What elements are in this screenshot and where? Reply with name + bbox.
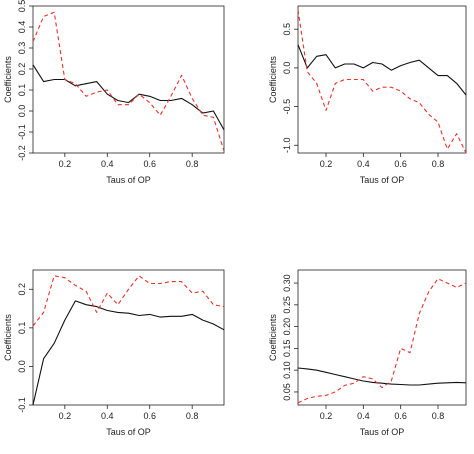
- x-axis-label: Taus of OP: [106, 175, 151, 185]
- x-tick-label: 0.4: [101, 159, 114, 169]
- y-axis-label: Coefficients: [268, 314, 278, 361]
- series-line-red-dashed: [32, 11, 225, 152]
- y-tick-label: 0.3: [17, 42, 27, 55]
- y-tick-label: -0.1: [17, 124, 27, 140]
- x-tick-label: 0.6: [143, 159, 156, 169]
- x-tick-label: 0.8: [186, 411, 199, 421]
- y-tick-label: -0.2: [17, 145, 27, 161]
- y-axis-label: Coefficients: [3, 314, 13, 361]
- y-tick-label: 0.2: [17, 283, 27, 296]
- plot-frame: [297, 269, 467, 406]
- y-tick-label: 0.0: [17, 105, 27, 118]
- y-tick-label: 0.30: [282, 274, 292, 292]
- x-tick-label: 0.6: [143, 411, 156, 421]
- x-tick-label: 0.4: [357, 159, 370, 169]
- y-axis-label: Coefficients: [3, 56, 13, 103]
- chart-panel-4: 0.2 0.4 0.6 0.8 0.05 0.10 0.15 0.20 0.25 0.30 Taus…: [268, 269, 467, 437]
- x-tick-label: 0.6: [394, 411, 407, 421]
- chart-panel-1: 0.2 0.4 0.6 0.8 -0.2 -0.1 0.0 0.1 0.2 0.3 0.4 0.5 Ta…: [3, 0, 225, 185]
- x-tick-label: 0.8: [186, 159, 199, 169]
- y-tick-label: 0.25: [282, 296, 292, 314]
- chart-panel-2: 0.2 0.4 0.6 0.8 -1.0 -0.5 0.0 0.5 Taus of OP Coef…: [268, 5, 467, 185]
- x-tick-label: 0.2: [59, 411, 72, 421]
- x-tick-label: 0.4: [101, 411, 114, 421]
- series-line-black-solid: [297, 367, 467, 386]
- y-tick-label: 0.5: [282, 23, 292, 36]
- y-tick-label: 0.05: [282, 383, 292, 401]
- y-tick-label: 0.0: [282, 62, 292, 75]
- series-line-red-dashed: [297, 9, 467, 154]
- y-tick-label: 0.1: [17, 322, 27, 335]
- series-line-black-solid: [297, 44, 467, 96]
- x-tick-label: 0.4: [357, 411, 370, 421]
- x-axis-label: Taus of OP: [360, 175, 405, 185]
- series-line-black-solid: [32, 64, 225, 131]
- x-tick-label: 0.8: [432, 159, 445, 169]
- y-tick-label: 0.0: [17, 360, 27, 373]
- x-axis-label: Taus of OP: [106, 427, 151, 437]
- x-tick-label: 0.2: [320, 411, 333, 421]
- x-tick-label: 0.6: [394, 159, 407, 169]
- x-tick-label: 0.8: [432, 411, 445, 421]
- y-tick-label: 0.4: [17, 21, 27, 34]
- plot-frame: [297, 5, 467, 154]
- y-tick-label: -1.0: [282, 138, 292, 154]
- y-tick-label: -0.1: [17, 397, 27, 413]
- series-line-red-dashed: [32, 275, 225, 327]
- y-tick-label: 0.10: [282, 361, 292, 379]
- chart-panel-3: 0.2 0.4 0.6 0.8 -0.1 0.0 0.1 0.2 Taus of OP Coeff…: [3, 269, 225, 437]
- x-tick-label: 0.2: [59, 159, 72, 169]
- plot-frame: [32, 269, 225, 406]
- x-tick-label: 0.2: [320, 159, 333, 169]
- y-tick-label: 0.20: [282, 318, 292, 336]
- y-tick-label: 0.1: [17, 84, 27, 97]
- y-axis-label: Coefficients: [268, 56, 278, 103]
- y-tick-label: -0.5: [282, 99, 292, 115]
- y-tick-label: 0.2: [17, 63, 27, 76]
- y-tick-label: 0.5: [17, 0, 27, 12]
- series-line-red-dashed: [297, 278, 467, 404]
- plot-frame: [32, 5, 225, 154]
- x-axis-label: Taus of OP: [360, 427, 405, 437]
- y-tick-label: 0.15: [282, 340, 292, 358]
- series-line-black-solid: [32, 300, 225, 406]
